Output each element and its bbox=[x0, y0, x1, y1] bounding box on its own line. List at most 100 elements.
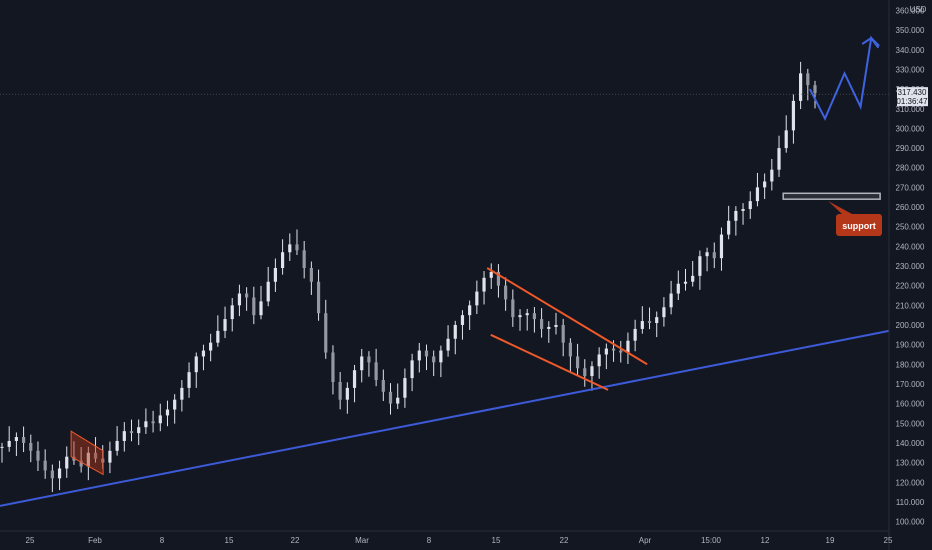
candle-body bbox=[734, 210, 738, 221]
candle-body bbox=[518, 315, 522, 318]
candle-body bbox=[388, 391, 393, 404]
candle-body bbox=[712, 252, 716, 259]
price-tick-label: 250.000 bbox=[896, 223, 925, 232]
candle-body bbox=[791, 100, 796, 131]
support-zone bbox=[782, 192, 881, 200]
candle-body bbox=[367, 356, 371, 363]
time-tick-label: Apr bbox=[639, 536, 652, 545]
candle-body bbox=[705, 252, 709, 257]
candle-body bbox=[259, 301, 263, 316]
candle-body bbox=[288, 244, 292, 253]
time-tick-label: 22 bbox=[291, 536, 300, 545]
candle-body bbox=[691, 275, 695, 282]
price-tick-label: 210.000 bbox=[896, 301, 925, 310]
candle-body bbox=[43, 460, 47, 471]
time-tick-label: 22 bbox=[560, 536, 569, 545]
candle-body bbox=[482, 277, 486, 292]
candle-body bbox=[331, 352, 335, 382]
candle-body bbox=[604, 348, 608, 355]
candle-body bbox=[302, 250, 306, 268]
price-tick-label: 120.000 bbox=[896, 478, 925, 487]
price-tick-label: 350.000 bbox=[896, 26, 925, 35]
candle-body bbox=[554, 324, 558, 327]
candle-body bbox=[144, 421, 148, 428]
price-tick-label: 160.000 bbox=[896, 400, 925, 409]
callout-label: support bbox=[842, 221, 876, 231]
candle-body bbox=[676, 283, 680, 294]
candle-body bbox=[424, 350, 429, 357]
last-price-value: 317.430 bbox=[898, 88, 927, 97]
candle-body bbox=[748, 201, 752, 210]
candle-body bbox=[640, 321, 644, 329]
candle-body bbox=[360, 356, 364, 371]
candle-body bbox=[770, 169, 774, 182]
candle-body bbox=[532, 313, 537, 320]
price-tick-label: 180.000 bbox=[896, 360, 925, 369]
early-flag-pattern bbox=[70, 430, 104, 476]
candle-body bbox=[597, 354, 601, 367]
candle-body bbox=[374, 362, 378, 381]
candle-body bbox=[345, 387, 349, 400]
candle-body bbox=[626, 340, 630, 353]
price-tick-label: 240.000 bbox=[896, 242, 925, 251]
channel-upper-line bbox=[486, 267, 648, 366]
candle-body bbox=[561, 324, 565, 343]
candle-body bbox=[568, 342, 572, 357]
price-tick-label: 310.000 bbox=[896, 105, 925, 114]
candle-body bbox=[14, 437, 18, 441]
price-tick-label: 110.000 bbox=[896, 498, 925, 507]
callout-box bbox=[836, 214, 882, 236]
channel-lower-line bbox=[490, 333, 609, 391]
candle-body bbox=[525, 313, 529, 316]
candle-body bbox=[619, 350, 623, 353]
price-axis[interactable]: 100.000 110.000 120.000 130.000 140.000 150.0… bbox=[896, 6, 925, 526]
price-tick-label: 290.000 bbox=[896, 144, 925, 153]
price-tick-label: 220.000 bbox=[896, 282, 925, 291]
projection-arrowhead bbox=[861, 36, 880, 47]
candle-body bbox=[511, 299, 515, 318]
candle-body bbox=[381, 380, 385, 392]
time-axis[interactable]: 25 Feb 8 15 22 Mar 8 15 22 Apr 15:00 12 19 25 bbox=[26, 536, 893, 545]
support-callout[interactable]: support bbox=[828, 201, 882, 236]
time-tick-label: 12 bbox=[761, 536, 770, 545]
candle-body bbox=[583, 368, 587, 377]
candle-body bbox=[806, 73, 810, 86]
price-tick-label: 300.000 bbox=[896, 124, 925, 133]
callout-pointer bbox=[828, 201, 852, 214]
currency-label: USD bbox=[910, 5, 927, 14]
price-tick-label: 330.000 bbox=[896, 65, 925, 74]
time-tick-label: 15:00 bbox=[701, 536, 722, 545]
candle-body bbox=[489, 271, 493, 278]
rising-trendline bbox=[0, 329, 890, 507]
candle-body bbox=[57, 468, 62, 479]
time-tick-label: 15 bbox=[492, 536, 501, 545]
candle-body bbox=[115, 440, 119, 451]
candle-body bbox=[324, 313, 328, 353]
price-tick-label: 260.000 bbox=[896, 203, 925, 212]
time-tick-label: 8 bbox=[427, 536, 432, 545]
candle-body bbox=[252, 297, 256, 316]
candle-body bbox=[36, 450, 40, 461]
candle-body bbox=[266, 281, 270, 302]
time-tick-label: 25 bbox=[26, 536, 35, 545]
candle-body bbox=[439, 350, 443, 363]
candle-body bbox=[504, 285, 508, 300]
candle-body bbox=[777, 148, 781, 170]
price-tick-label: 230.000 bbox=[896, 262, 925, 271]
candle-body bbox=[784, 130, 788, 149]
candle-body bbox=[151, 421, 155, 424]
candle-body bbox=[432, 356, 436, 363]
time-tick-label: 15 bbox=[225, 536, 234, 545]
price-tick-label: 200.000 bbox=[896, 321, 925, 330]
time-tick-label: 19 bbox=[826, 536, 835, 545]
candle-body bbox=[460, 315, 465, 325]
candle-body bbox=[29, 442, 33, 451]
candle-body bbox=[230, 305, 234, 320]
candle-body bbox=[655, 317, 659, 324]
candle-body bbox=[295, 244, 299, 251]
candle-body bbox=[316, 281, 321, 314]
last-price-box bbox=[897, 87, 928, 107]
candle-body bbox=[662, 307, 666, 318]
